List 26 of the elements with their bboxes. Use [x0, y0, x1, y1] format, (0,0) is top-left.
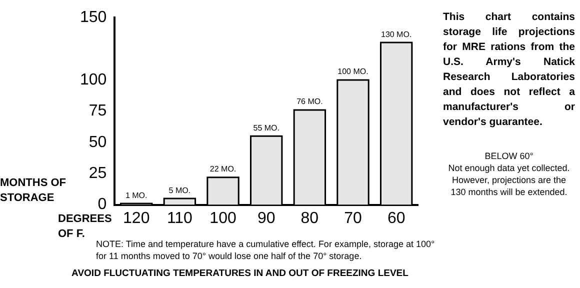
x-tick-label: 80	[300, 210, 319, 227]
y-tick-label: 25	[88, 165, 107, 182]
x-tick-label: 100	[210, 210, 236, 227]
x-tick-label: 70	[344, 210, 362, 227]
y-tick-label: 75	[88, 102, 107, 120]
text: BELOW 60° Not enough data yet collected. However, projections are the 130 months will be extended.	[447, 150, 571, 198]
data-label: 55 MO.	[253, 123, 280, 132]
x-tick-label: 120	[123, 210, 150, 227]
x-tick-label: 60	[387, 210, 406, 227]
y-tick-label: 0	[98, 196, 107, 214]
data-label: 100 MO.	[338, 67, 368, 76]
y-axis-title: MONTHS OF STORAGE	[0, 176, 66, 206]
y-tick-label: 150	[80, 9, 107, 26]
x-axis-title: DEGREES OF F.	[58, 213, 112, 240]
text: This chart contains storage life projections for MRE rations from the U.S. Army's Natick Research Laboratories and does not reflect a manufacturer's or vendor's guarantee.	[443, 10, 575, 130]
data-label: 22 MO.	[210, 164, 236, 174]
y-tick-label: 100	[80, 71, 107, 88]
y-tick-label: 50	[88, 134, 107, 151]
x-tick-label: 90	[257, 210, 276, 227]
data-label: 5 MO.	[168, 186, 191, 195]
text: AVOID FLUCTUATING TEMPERATURES IN AND OUT OF FREEZING LEVEL	[70, 268, 410, 279]
text: NOTE: Time and temperature have a cumulative effect. For example, storage at 100° for 11 months moved to 70° would lose one half of the 70° storage.	[96, 238, 436, 262]
data-label: 1 MO.	[125, 190, 148, 200]
data-label: 130 MO.	[380, 30, 412, 39]
x-tick-label: 110	[166, 210, 193, 227]
data-label: 76 MO.	[296, 97, 323, 106]
